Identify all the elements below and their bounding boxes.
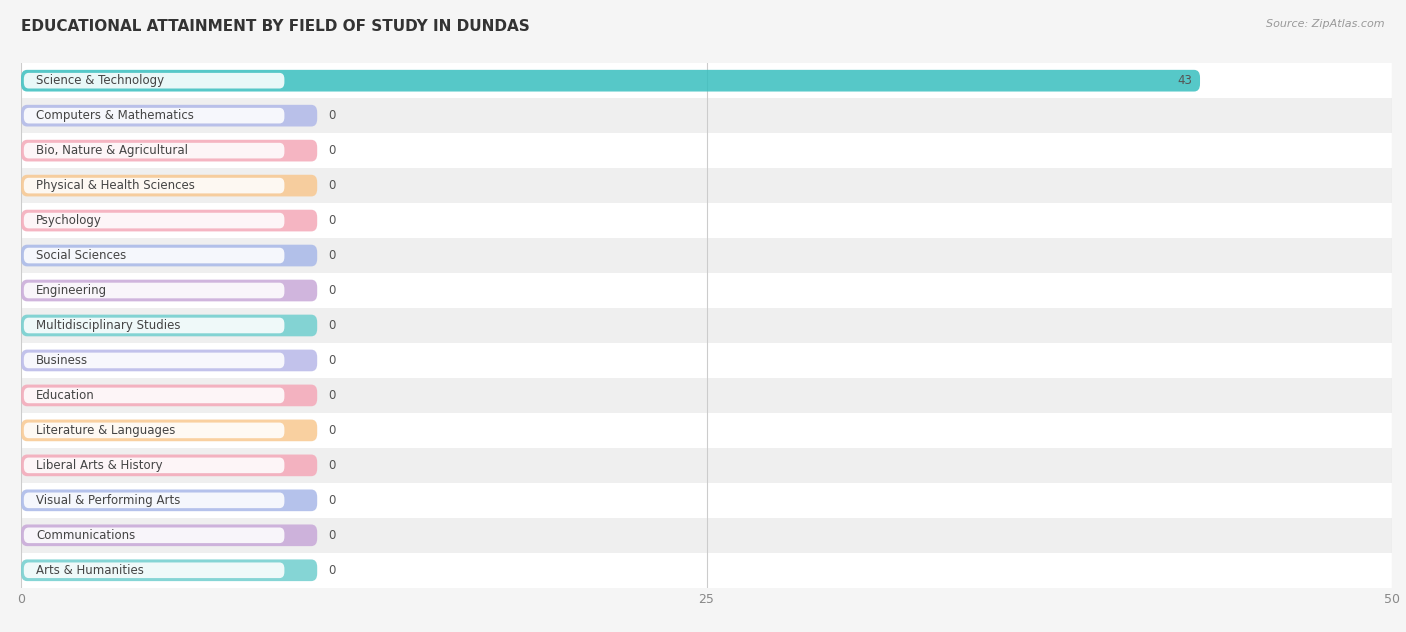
Text: Arts & Humanities: Arts & Humanities	[37, 564, 143, 577]
Bar	[21, 518, 1392, 553]
FancyBboxPatch shape	[21, 559, 318, 581]
Text: 0: 0	[328, 389, 336, 402]
Bar	[21, 343, 1392, 378]
Bar	[21, 483, 1392, 518]
Text: 0: 0	[328, 109, 336, 122]
Text: 0: 0	[328, 249, 336, 262]
Bar	[21, 448, 1392, 483]
FancyBboxPatch shape	[21, 105, 318, 126]
FancyBboxPatch shape	[24, 248, 284, 264]
Text: 0: 0	[328, 494, 336, 507]
FancyBboxPatch shape	[21, 245, 318, 266]
Text: Psychology: Psychology	[37, 214, 103, 227]
Text: 0: 0	[328, 564, 336, 577]
FancyBboxPatch shape	[24, 178, 284, 193]
Text: Physical & Health Sciences: Physical & Health Sciences	[37, 179, 195, 192]
FancyBboxPatch shape	[24, 213, 284, 228]
FancyBboxPatch shape	[21, 140, 318, 161]
FancyBboxPatch shape	[21, 525, 318, 546]
FancyBboxPatch shape	[21, 454, 318, 476]
Bar	[21, 308, 1392, 343]
FancyBboxPatch shape	[24, 108, 284, 123]
Text: Communications: Communications	[37, 529, 135, 542]
Text: Science & Technology: Science & Technology	[37, 74, 165, 87]
FancyBboxPatch shape	[24, 423, 284, 438]
Text: 0: 0	[328, 144, 336, 157]
FancyBboxPatch shape	[24, 528, 284, 543]
FancyBboxPatch shape	[21, 280, 318, 301]
Text: Source: ZipAtlas.com: Source: ZipAtlas.com	[1267, 19, 1385, 29]
Text: 43: 43	[1177, 74, 1192, 87]
FancyBboxPatch shape	[24, 283, 284, 298]
Text: Literature & Languages: Literature & Languages	[37, 424, 176, 437]
Text: 0: 0	[328, 284, 336, 297]
Bar	[21, 413, 1392, 448]
FancyBboxPatch shape	[21, 210, 318, 231]
Bar	[21, 133, 1392, 168]
FancyBboxPatch shape	[21, 490, 318, 511]
Text: Visual & Performing Arts: Visual & Performing Arts	[37, 494, 180, 507]
FancyBboxPatch shape	[24, 492, 284, 508]
Text: 0: 0	[328, 424, 336, 437]
FancyBboxPatch shape	[24, 353, 284, 368]
FancyBboxPatch shape	[21, 315, 318, 336]
FancyBboxPatch shape	[24, 73, 284, 88]
FancyBboxPatch shape	[21, 420, 318, 441]
Text: Social Sciences: Social Sciences	[37, 249, 127, 262]
Bar	[21, 238, 1392, 273]
Text: Business: Business	[37, 354, 89, 367]
Bar	[21, 203, 1392, 238]
Text: Computers & Mathematics: Computers & Mathematics	[37, 109, 194, 122]
FancyBboxPatch shape	[24, 387, 284, 403]
Text: Liberal Arts & History: Liberal Arts & History	[37, 459, 163, 472]
Text: EDUCATIONAL ATTAINMENT BY FIELD OF STUDY IN DUNDAS: EDUCATIONAL ATTAINMENT BY FIELD OF STUDY…	[21, 19, 530, 34]
FancyBboxPatch shape	[24, 318, 284, 333]
Text: Bio, Nature & Agricultural: Bio, Nature & Agricultural	[37, 144, 188, 157]
Text: 0: 0	[328, 529, 336, 542]
Text: 0: 0	[328, 459, 336, 472]
Bar	[21, 168, 1392, 203]
Text: 0: 0	[328, 214, 336, 227]
Text: 0: 0	[328, 319, 336, 332]
Text: 0: 0	[328, 354, 336, 367]
Bar	[21, 553, 1392, 588]
FancyBboxPatch shape	[24, 458, 284, 473]
Bar	[21, 378, 1392, 413]
Text: Education: Education	[37, 389, 96, 402]
FancyBboxPatch shape	[21, 385, 318, 406]
FancyBboxPatch shape	[21, 349, 318, 371]
Text: 0: 0	[328, 179, 336, 192]
Bar	[21, 98, 1392, 133]
Text: Multidisciplinary Studies: Multidisciplinary Studies	[37, 319, 180, 332]
FancyBboxPatch shape	[21, 175, 318, 197]
FancyBboxPatch shape	[24, 143, 284, 159]
FancyBboxPatch shape	[24, 562, 284, 578]
Bar	[21, 63, 1392, 98]
FancyBboxPatch shape	[21, 70, 1201, 92]
Bar	[21, 273, 1392, 308]
Text: Engineering: Engineering	[37, 284, 107, 297]
